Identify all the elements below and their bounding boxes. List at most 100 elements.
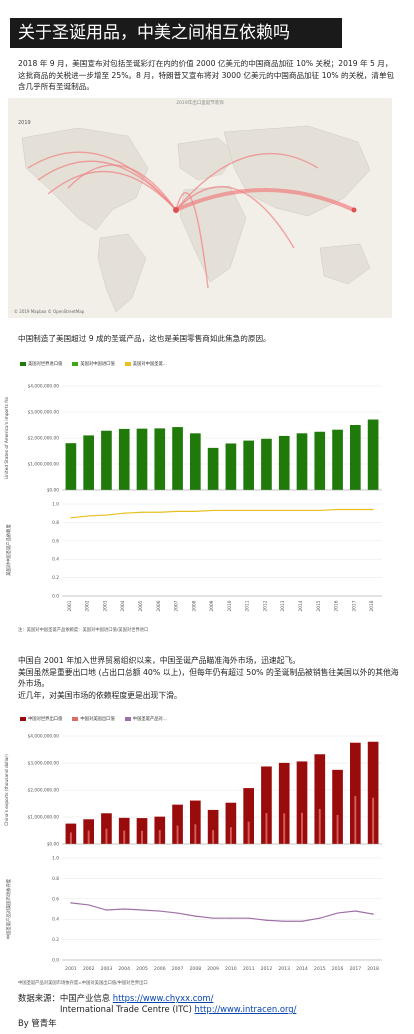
bar-inner-2001 (69, 832, 72, 844)
bar-2014 (296, 433, 308, 490)
intro-paragraph: 2018 年 9 月，美国宣布对包括圣诞彩灯在内的价值 2000 亿美元的中国商… (18, 59, 395, 91)
x-tick-label: 2001 (65, 966, 77, 972)
bar-2011 (243, 440, 254, 490)
x-tick-label: 2017 (351, 600, 357, 611)
point-2004 (123, 908, 125, 910)
bar-inner-2003 (105, 828, 108, 844)
bar-2011 (243, 788, 254, 844)
paragraph-line: 近几年，对美国市场的依赖程度更是出现下滑。 (18, 690, 182, 700)
bar-2008 (190, 433, 201, 490)
legend-label: 中国对美国出口值 (80, 717, 115, 722)
bar-2012 (261, 438, 272, 490)
bar-2014 (296, 761, 308, 844)
legend-us-ratio[interactable]: 美国对中国圣诞... (124, 361, 167, 367)
x-tick-label: 2004 (120, 600, 126, 611)
legend-us-world[interactable]: 美国对世界进口值 (20, 361, 62, 367)
x-tick-label: 2005 (136, 966, 148, 972)
continent-north-america (21, 127, 149, 231)
y-tick-label: 0.6 (52, 896, 59, 902)
point-2010 (230, 509, 232, 512)
bar-2008 (190, 800, 201, 844)
point-2006 (159, 511, 161, 513)
export-arc (175, 152, 319, 211)
legend-cn-us[interactable]: 中国对美国出口值 (72, 716, 115, 722)
bar-2007 (172, 804, 183, 844)
bar-2001 (65, 443, 77, 490)
legend-swatch (124, 362, 131, 366)
point-2002 (88, 515, 90, 517)
y-tick-label: 0.2 (52, 937, 59, 943)
x-tick-label: 2011 (245, 600, 251, 611)
chart1-note: 注：美国对中国圣诞产品依赖度：美国对中国进口值/美国对世界进口 (18, 628, 149, 633)
legend-swatch (20, 717, 26, 721)
legend-us-china[interactable]: 美国对中国进口值 (72, 361, 115, 367)
x-tick-label: 2005 (138, 600, 144, 611)
bar-inner-2014 (301, 812, 303, 844)
point-2016 (336, 912, 339, 914)
bar-inner-2011 (247, 821, 250, 844)
x-tick-label: 2007 (174, 600, 180, 611)
us-dependency-line-chart: 0.0 0.2 0.4 0.6 0.8 1.0 美国对中国圣诞产品依赖度 2001 2002 20… (5, 502, 382, 611)
export-map[interactable]: 2019年出口圣诞节装饰 2019 © 2019 Mapbox © OpenSt… (8, 98, 392, 318)
source-label: 数据来源： (18, 993, 60, 1003)
bar-inner-2015 (318, 808, 321, 844)
us-imports-bar-chart: $0.00 $1,000,000.00 $2,000,000.00 $3,000,00… (4, 384, 382, 494)
bar-inner-2008 (194, 824, 197, 844)
y-tick-label: $3,000,000.00 (28, 410, 60, 416)
paragraph-line: 美国虽然是重要出口地 (占出口总额 40% 以上)，但每年仍有超过 50% 的圣… (18, 667, 399, 689)
legend-label: 美国对世界进口值 (28, 362, 63, 367)
point-2008 (194, 915, 196, 917)
point-2018 (372, 913, 374, 915)
y-tick-label: 1.0 (52, 856, 59, 862)
bar-inner-2010 (229, 827, 232, 844)
point-2009 (212, 917, 214, 919)
x-tick-label: 2013 (280, 600, 286, 611)
point-2011 (248, 509, 250, 512)
y-tick-label: 0.4 (52, 557, 59, 563)
source1-link[interactable]: https://www.chyxx.com/ (112, 993, 214, 1003)
x-tick-label: 2011 (243, 966, 255, 972)
x-tick-label: 2007 (172, 966, 184, 972)
section2-paragraph: 中国自 2001 年加入世界贸易组织以来，中国圣诞产品瞄准海外市场，迅速起飞。 … (18, 655, 403, 701)
legend-label: 美国对中国圣诞... (132, 362, 167, 367)
bar-inner-2016 (336, 814, 339, 844)
bar-2017 (350, 425, 361, 490)
series-line (70, 508, 374, 519)
legend-swatch (20, 362, 26, 366)
bar-inner-2018 (372, 797, 375, 844)
legend-cn-ratio[interactable]: 中国圣诞产品对... (124, 716, 167, 722)
point-2005 (141, 511, 143, 513)
point-2003 (105, 909, 108, 911)
destination-marker (351, 207, 357, 213)
y-tick-label: $3,000,000.00 (28, 761, 60, 767)
map-year: 2019 (18, 120, 31, 126)
bar-2006 (154, 428, 166, 490)
source1-name: 中国产业信息 (59, 993, 113, 1003)
x-tick-label: 2010 (227, 600, 233, 611)
x-tick-label: 2018 (369, 600, 375, 611)
continent-south-america (97, 233, 147, 313)
x-tick-label: 2008 (189, 966, 201, 972)
source2-name: International Trade Centre (ITC) (60, 1004, 195, 1014)
bar-2010 (225, 802, 237, 844)
point-2014 (301, 509, 303, 512)
point-2001 (70, 517, 72, 519)
legend-swatch (72, 362, 79, 366)
point-2002 (88, 904, 90, 906)
y-tick-label: $1,000,000.00 (28, 462, 60, 468)
y-tick-label: 0.8 (52, 876, 59, 882)
bar-inner-2004 (123, 830, 126, 844)
y-tick-label: 0.6 (52, 538, 59, 544)
x-tick-label: 2009 (209, 600, 215, 611)
legend-cn-world[interactable]: 中国对世界出口值 (20, 716, 62, 722)
bar-2004 (118, 428, 130, 490)
bar-inner-2002 (87, 830, 90, 844)
bar-inner-2013 (283, 813, 286, 844)
point-2017 (354, 508, 356, 511)
chart1-legend: 美国对世界进口值 美国对中国进口值 美国对中国圣诞... (20, 361, 167, 367)
x-tick-label: 2008 (191, 600, 197, 611)
source2-link[interactable]: http://www.intracen.org/ (194, 1004, 297, 1014)
bar-2005 (136, 428, 148, 490)
x-tick-label: 2003 (101, 966, 113, 972)
y-tick-label: $4,000,000.00 (28, 734, 60, 740)
